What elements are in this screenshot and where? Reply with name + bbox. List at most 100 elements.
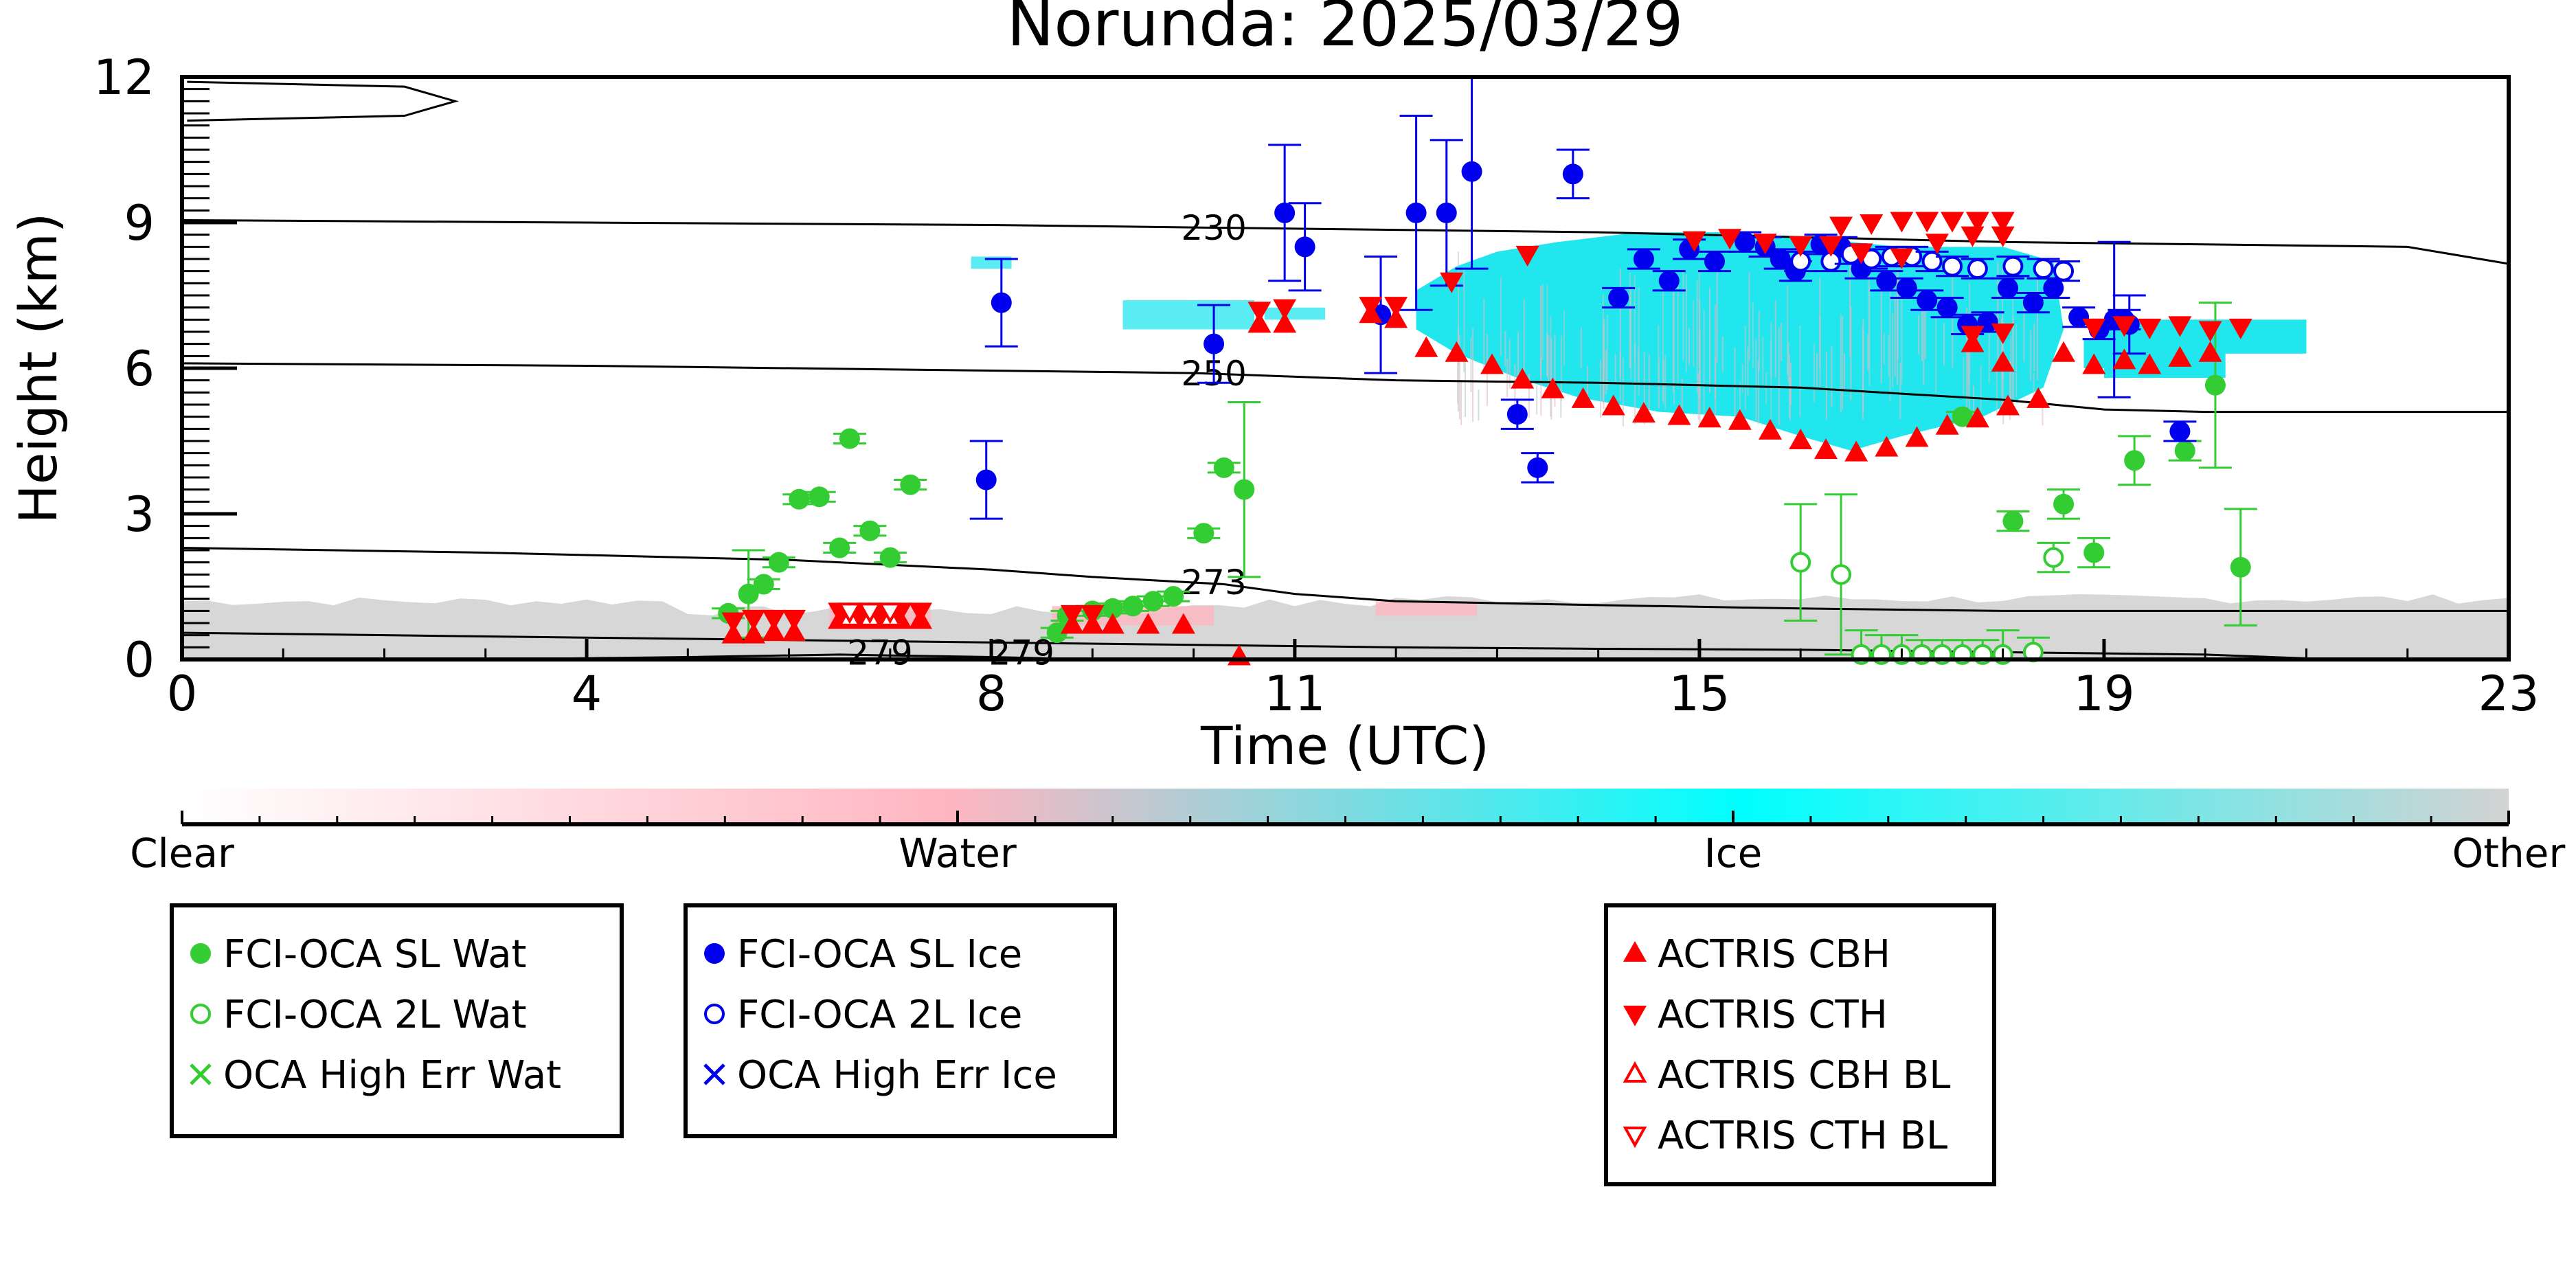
data-point (1890, 212, 1914, 233)
data-point (839, 428, 860, 449)
data-point (1122, 596, 1144, 617)
data-point (2112, 348, 2136, 370)
data-point (1952, 406, 1973, 427)
legend-item: FCI-OCA SL Ice (704, 932, 1022, 977)
data-point (2169, 420, 2191, 442)
data-point (1789, 236, 1813, 257)
series-fci-oca-sl-wat (712, 302, 2257, 644)
chart-title: Norunda: 2025/03/29 (1007, 0, 1684, 60)
data-point (1273, 299, 1297, 320)
data-point (2002, 510, 2024, 532)
data-point (878, 602, 903, 624)
data-point (2228, 318, 2252, 339)
data-point (2068, 306, 2090, 328)
data-point (2082, 318, 2106, 339)
y-tick-label: 0 (124, 632, 155, 688)
ice-class-region (2154, 343, 2195, 359)
data-point (809, 486, 830, 508)
legend-label: ACTRIS CTH (1658, 993, 1888, 1037)
data-point (1527, 457, 1548, 478)
legend-frame (1604, 903, 1996, 1186)
data-point (1996, 394, 2020, 416)
isotherm-label: 279 (989, 633, 1054, 673)
legend-box-1: FCI-OCA SL Wat FCI-OCA 2L Wat OCA High Err… (170, 903, 624, 1138)
x-tick-label: 15 (1669, 666, 1730, 722)
data-point (900, 474, 921, 495)
legend-item: ACTRIS CTH BL (1623, 1114, 1947, 1158)
data-point (1384, 297, 1408, 318)
data-point (857, 602, 882, 624)
data-point (1193, 523, 1214, 544)
data-point (190, 943, 211, 964)
data-point (1942, 256, 1963, 277)
data-point (1844, 440, 1868, 462)
data-point (829, 537, 850, 558)
data-point (782, 620, 806, 642)
legend-item: FCI-OCA 2L Wat (190, 993, 527, 1037)
other-class-region (182, 594, 2509, 659)
data-point (859, 520, 881, 541)
data-point (1935, 414, 1959, 435)
data-point (1436, 202, 1457, 223)
colorbar: Clear Water Ice Other (130, 789, 2565, 877)
data-point (1941, 212, 1965, 233)
data-point (1991, 324, 2015, 344)
data-point (2138, 318, 2162, 339)
legend-label: FCI-OCA 2L Wat (223, 993, 527, 1037)
data-point (2043, 278, 2064, 299)
data-point (1905, 426, 1929, 447)
data-point (1273, 312, 1297, 333)
data-point (762, 620, 786, 642)
legend-item: FCI-OCA 2L Ice (704, 993, 1022, 1037)
data-point (2124, 450, 2145, 471)
data-point (1753, 234, 1777, 255)
legend-label: OCA High Err Ice (737, 1053, 1057, 1098)
data-point (1136, 613, 1160, 634)
data-point (2230, 556, 2251, 578)
data-point (1770, 249, 1791, 269)
data-point (1506, 404, 1528, 425)
water-class-region (1375, 601, 1477, 616)
data-point (1445, 341, 1469, 362)
legend-frame (170, 903, 624, 1138)
data-point (2033, 258, 2054, 280)
data-point (1849, 243, 1873, 264)
x-tick-label: 8 (976, 666, 1007, 722)
legend-item: FCI-OCA SL Wat (190, 932, 527, 977)
data-point (753, 574, 774, 595)
data-point (782, 609, 806, 631)
colorbar-label-other: Other (2452, 830, 2566, 877)
data-point (879, 547, 901, 568)
data-point (2053, 493, 2075, 515)
colorbar-label-water: Water (899, 830, 1017, 877)
data-point (1171, 613, 1195, 634)
data-point (703, 1063, 725, 1085)
data-point (721, 622, 745, 644)
isotherm-label: 279 (847, 633, 912, 673)
data-point (190, 1004, 211, 1024)
legend-label: FCI-OCA SL Wat (223, 932, 527, 977)
data-point (1480, 353, 1504, 374)
data-point (704, 943, 725, 964)
x-tick-label: 11 (1264, 666, 1325, 722)
data-point (1046, 622, 1067, 644)
data-point (1789, 429, 1813, 449)
data-point (1915, 212, 1939, 233)
data-point (909, 602, 933, 624)
legends: FCI-OCA SL Wat FCI-OCA 2L Wat OCA High Err… (170, 903, 1996, 1186)
data-point (1204, 333, 1225, 354)
data-point (1961, 226, 1985, 247)
data-point (1925, 234, 1949, 255)
data-point (1142, 591, 1164, 612)
data-point (975, 469, 997, 490)
colorbar-ticks (181, 811, 2510, 824)
ice-class-region (1264, 307, 1326, 320)
isotherm-line (181, 218, 2509, 265)
data-point (1359, 297, 1383, 318)
data-point (1936, 297, 1958, 318)
data-point (1814, 438, 1838, 460)
data-point (1405, 202, 1427, 223)
data-point (1961, 326, 1985, 347)
data-point (2083, 542, 2105, 563)
data-point (1921, 251, 1943, 272)
